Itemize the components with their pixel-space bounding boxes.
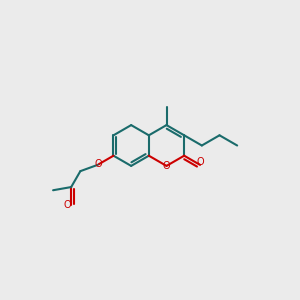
Text: O: O	[95, 159, 102, 170]
Text: O: O	[196, 158, 204, 167]
Text: O: O	[163, 161, 170, 171]
Text: O: O	[64, 200, 71, 210]
